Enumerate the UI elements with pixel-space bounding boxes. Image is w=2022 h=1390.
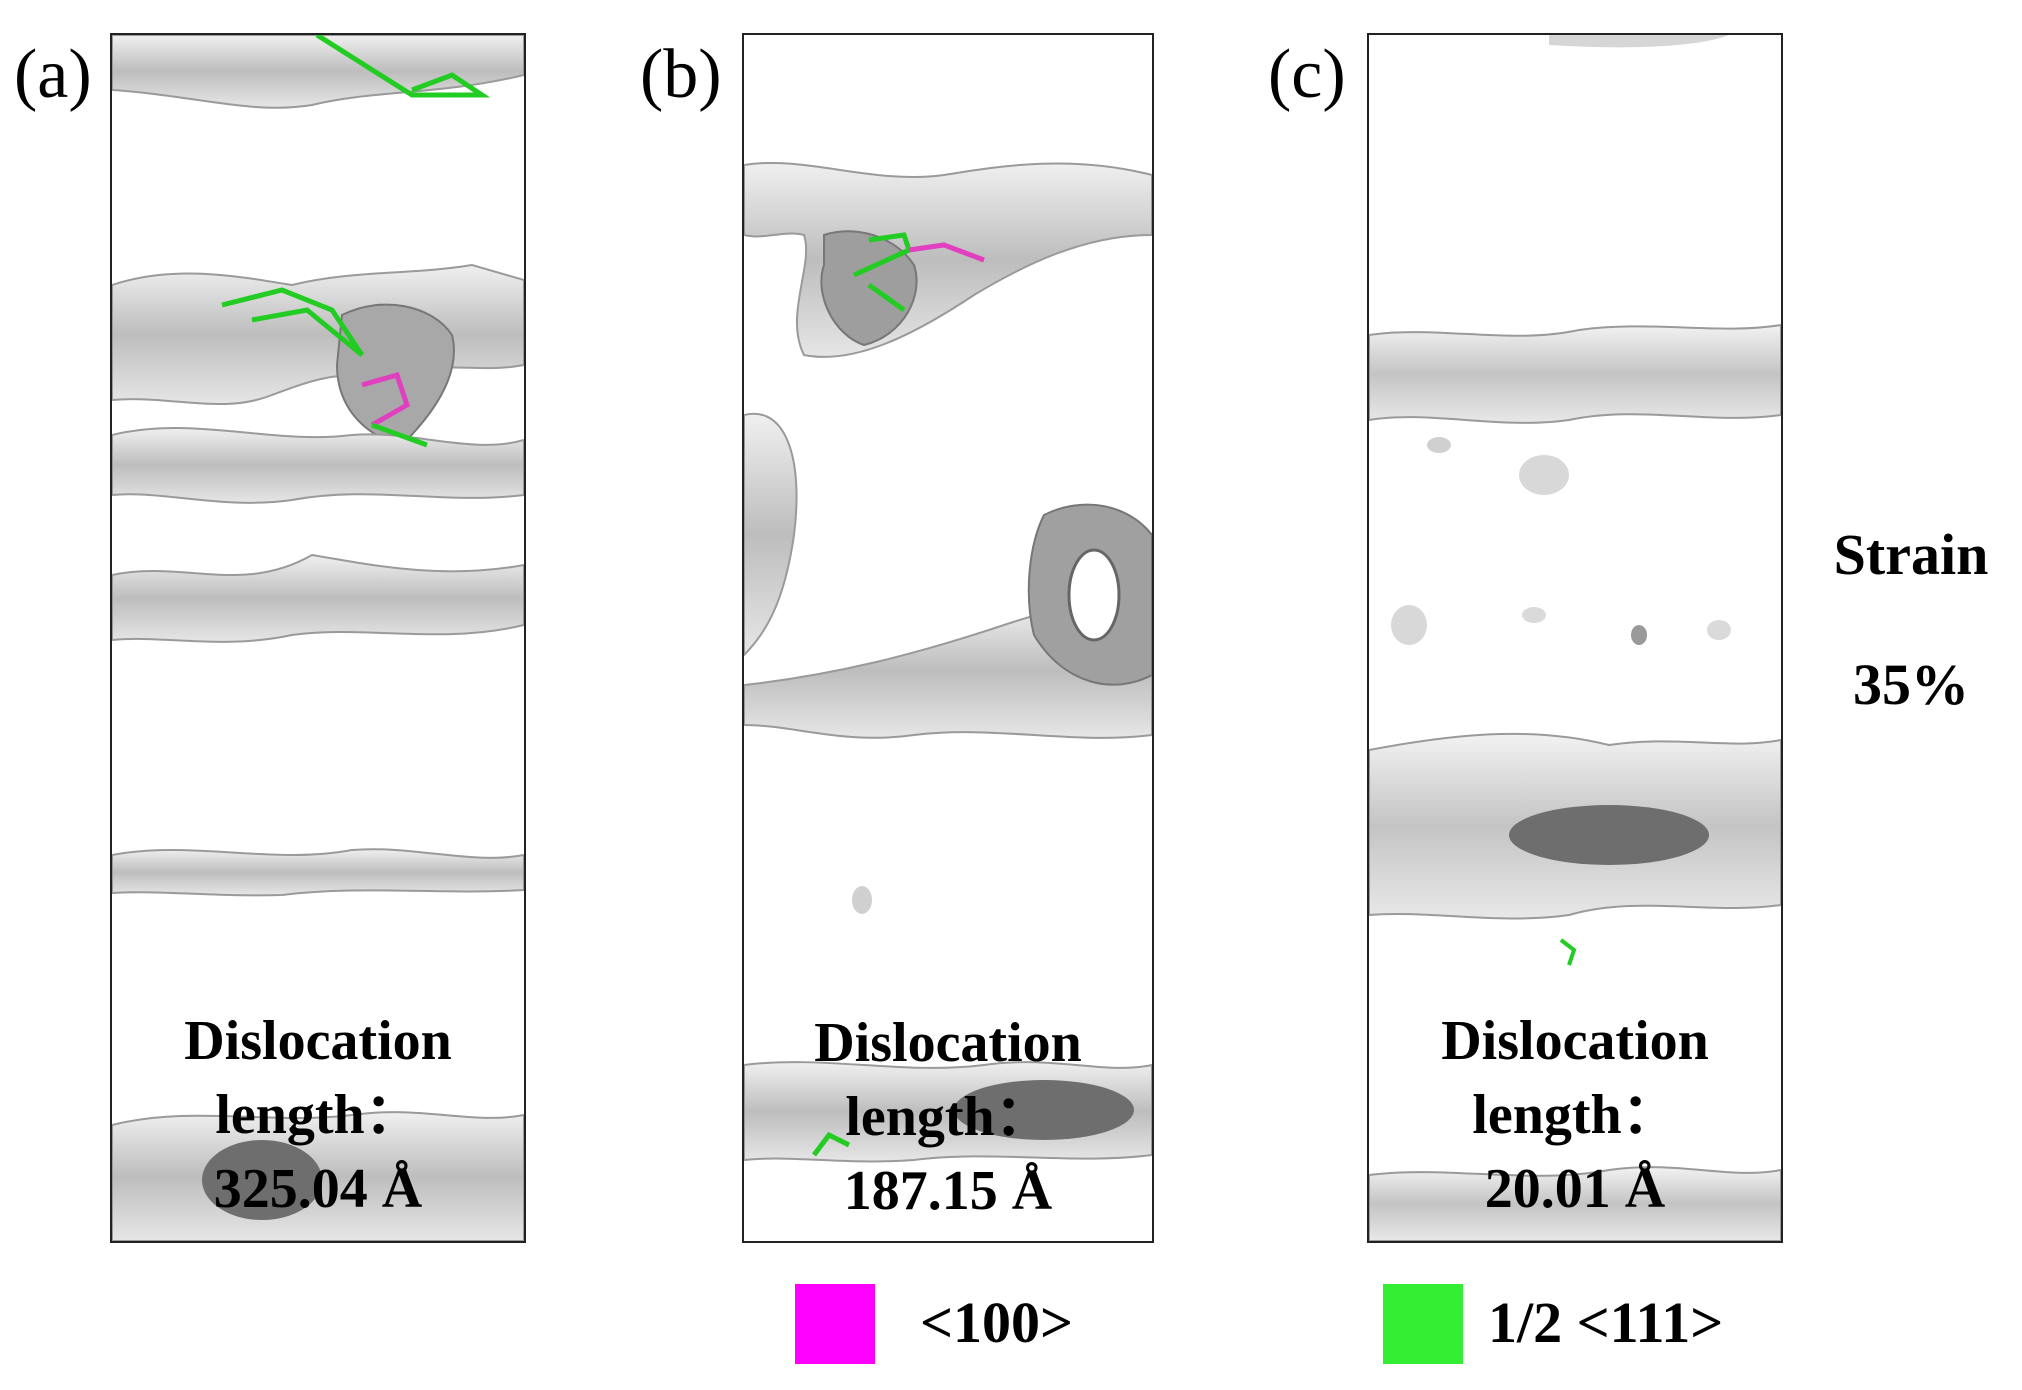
- void-surface: [1549, 35, 1729, 48]
- dislocation-line-111: [1559, 938, 1577, 966]
- void-surface: [1631, 625, 1647, 645]
- legend-swatch-111: [1383, 1284, 1463, 1364]
- void-surface: [1391, 605, 1427, 645]
- caption-line1: Dislocation: [814, 1012, 1082, 1074]
- dislocation-caption-a: Dislocation length： 325.04 Å: [112, 1005, 524, 1227]
- void-surface: [112, 848, 524, 897]
- panel-b-label: (b): [640, 36, 722, 113]
- caption-line2: length：: [1472, 1083, 1678, 1146]
- void-surface: [1369, 323, 1781, 424]
- legend-swatch-100: [795, 1284, 875, 1364]
- legend-label-111: 1/2 <111>: [1488, 1290, 1724, 1355]
- panel-c-render: [1369, 35, 1781, 1241]
- panel-c-label: (c): [1268, 36, 1346, 113]
- panel-a-label: (a): [14, 36, 92, 113]
- panel-c: Dislocation length： 20.01 Å: [1367, 33, 1783, 1243]
- void-surface: [744, 161, 1152, 358]
- dislocation-caption-b: Dislocation length： 187.15 Å: [744, 1007, 1152, 1229]
- caption-line2: length：: [215, 1083, 421, 1146]
- panel-b-render: [744, 161, 1152, 1163]
- void-surface: [744, 412, 798, 657]
- void-surface: [112, 426, 524, 504]
- dislocation-line-111: [221, 287, 365, 357]
- caption-line1: Dislocation: [184, 1010, 452, 1072]
- dislocation-caption-c: Dislocation length： 20.01 Å: [1369, 1005, 1781, 1227]
- panel-a: Dislocation length： 325.04 Å: [110, 33, 526, 1243]
- caption-value: 20.01 Å: [1484, 1157, 1666, 1220]
- caption-line2: length：: [845, 1085, 1051, 1148]
- void-surface: [1067, 548, 1121, 642]
- legend-label-100: <100>: [920, 1290, 1074, 1355]
- panel-b: Dislocation length： 187.15 Å: [742, 33, 1154, 1243]
- caption-line1: Dislocation: [1441, 1010, 1709, 1072]
- strain-value: 35%: [1853, 652, 1969, 717]
- void-surface: [1427, 437, 1451, 453]
- void-surface: [954, 1080, 1134, 1140]
- dislocation-line-111: [867, 282, 906, 313]
- panel-a-render: [112, 35, 524, 1241]
- dislocation-line-100: [908, 242, 985, 263]
- dislocation-line-100: [361, 371, 411, 428]
- void-surface: [1509, 805, 1709, 865]
- caption-value: 325.04 Å: [213, 1157, 423, 1220]
- void-surface: [112, 35, 524, 109]
- void-surface: [112, 263, 524, 406]
- void-surface: [1369, 1166, 1781, 1241]
- dislocation-line-111: [371, 422, 428, 448]
- void-surface: [1522, 607, 1546, 623]
- dislocation-line-111: [852, 232, 913, 278]
- void-surface: [1519, 455, 1569, 495]
- dislocation-line-111: [315, 35, 491, 98]
- dislocation-line-111: [812, 1131, 851, 1157]
- void-surface: [112, 553, 524, 643]
- void-surface: [852, 886, 872, 914]
- strain-title: Strain: [1833, 522, 1989, 587]
- caption-value: 187.15 Å: [843, 1159, 1053, 1222]
- void-surface: [1707, 620, 1731, 640]
- void-surface: [202, 1140, 322, 1220]
